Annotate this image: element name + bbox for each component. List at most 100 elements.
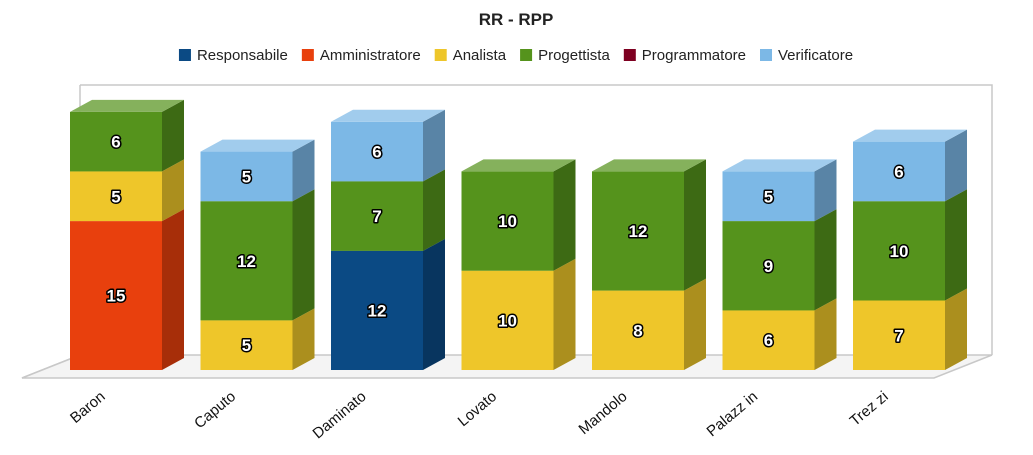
bar-palazz-in-analista-front [722, 310, 815, 370]
data-label-mandolo-analista: 8 [633, 321, 642, 340]
bar-mandolo-progettista [592, 159, 706, 291]
bar-baron-amministratore-side [162, 209, 184, 370]
bar-baron-progettista-side [162, 99, 184, 172]
bar-caputo-progettista [200, 189, 315, 321]
x-tick-caputo: Caputo [191, 388, 239, 432]
bar-daminato-responsabile-front [331, 250, 423, 370]
bar-trez-zi-analista-side [945, 288, 967, 370]
legend-entry-amministratore: Amministratore [320, 47, 421, 64]
legend-entry-analista: Analista [453, 47, 507, 64]
legend-swatch-responsabile [178, 49, 191, 61]
bar-daminato-progettista-side [423, 169, 445, 251]
bar-caputo-verificatore-side [292, 139, 315, 202]
data-label-mandolo-progettista: 12 [629, 222, 648, 241]
data-label-palazz-in-verificatore: 5 [764, 187, 773, 206]
legend-swatch-programmatore [623, 49, 636, 61]
bar-mandolo-analista [592, 278, 706, 370]
bar-baron-amministratore-front [70, 221, 162, 370]
data-label-trez-zi-analista: 7 [894, 326, 903, 345]
data-label-caputo-analista: 5 [242, 336, 251, 355]
bar-palazz-in-progettista [722, 209, 837, 311]
bar-caputo-progettista-front [200, 201, 293, 321]
bar-baron-progettista [70, 99, 184, 172]
legend-entry-responsabile: Responsabile [197, 47, 288, 64]
bar-trez-zi-verificatore-front [853, 141, 945, 202]
data-label-palazz-in-progettista: 9 [764, 257, 773, 276]
bar-palazz-in-progettista-front [722, 221, 815, 311]
bar-mandolo-progettista-side [684, 159, 706, 291]
bar-lovato-progettista [461, 159, 576, 271]
data-label-daminato-progettista: 7 [372, 207, 381, 226]
bar-palazz-in-verificatore-side [814, 159, 837, 222]
data-labels: 15 5 6 5 12 5 12 7 6 10 10 8 12 6 9 5 7 10 6 [105, 131, 910, 357]
bar-mandolo-analista-side [684, 278, 706, 370]
bars [70, 99, 967, 370]
bar-lovato-progettista-front [461, 171, 554, 271]
bar-lovato-progettista-side [553, 159, 576, 271]
bar-trez-zi-verificatore-side [945, 129, 967, 202]
chart-title: RR - RPP [479, 10, 554, 29]
bar-daminato-verificatore [331, 109, 445, 182]
bar-mandolo-progettista-top [592, 159, 706, 172]
legend-entry-progettista: Progettista [538, 47, 610, 64]
bar-trez-zi-progettista-side [945, 189, 967, 301]
legend-swatch-progettista [520, 49, 533, 61]
bar-caputo-analista-front [200, 320, 293, 370]
bar-daminato-verificatore-top [331, 109, 445, 122]
bar-caputo-verificatore [200, 139, 315, 202]
bar-daminato-verificatore-side [423, 109, 445, 182]
data-label-palazz-in-analista: 6 [764, 331, 773, 350]
bar-baron-amministratore [70, 209, 184, 370]
bar-trez-zi-progettista-front [853, 201, 945, 301]
data-label-baron-progettista: 6 [111, 133, 120, 152]
data-label-trez-zi-progettista: 10 [890, 242, 909, 261]
bar-lovato-analista [461, 258, 576, 370]
data-label-trez-zi-verificatore: 6 [894, 162, 903, 181]
data-label-caputo-verificatore: 5 [242, 167, 251, 186]
x-tick-lovato: Lovato [455, 388, 500, 430]
bar-baron-progettista-front [70, 111, 162, 172]
legend-entry-verificatore: Verificatore [778, 47, 853, 64]
x-tick-daminato: Daminato [309, 388, 369, 442]
bar-baron-analista-side [162, 159, 184, 222]
bar-caputo-verificatore-top [200, 139, 315, 152]
bar-daminato-responsabile-side [423, 238, 445, 370]
x-tick-trez-zi: Trez zi [847, 388, 892, 430]
bar-daminato-progettista [331, 169, 445, 251]
data-label-baron-amministratore: 15 [107, 287, 126, 306]
bar-trez-zi-progettista [853, 189, 967, 301]
bar-daminato-progettista-front [331, 181, 423, 251]
bar-mandolo-progettista-front [592, 171, 684, 291]
bar-palazz-in-analista-side [814, 298, 837, 370]
x-tick-baron: Baron [67, 388, 109, 427]
legend-swatch-verificatore [760, 49, 773, 61]
bar-trez-zi-analista [853, 288, 967, 370]
x-tick-mandolo: Mandolo [576, 388, 631, 438]
legend: Responsabile Amministratore Analista Proget… [178, 47, 853, 64]
legend-swatch-analista [434, 49, 447, 61]
data-label-baron-analista: 5 [111, 187, 120, 206]
bar-trez-zi-verificatore-top [853, 129, 967, 142]
bar-palazz-in-verificatore-top [722, 159, 837, 172]
data-label-daminato-verificatore: 6 [372, 143, 381, 162]
bar-caputo-progettista-side [292, 189, 315, 321]
x-tick-palazz-in: Palazz in [704, 388, 762, 440]
data-label-daminato-responsabile: 12 [368, 301, 387, 320]
bar-lovato-analista-front [461, 270, 554, 370]
bar-baron-progettista-top [70, 99, 184, 112]
bar-caputo-analista-side [292, 308, 315, 370]
data-label-lovato-analista: 10 [498, 311, 517, 330]
bar-mandolo-analista-front [592, 290, 684, 370]
legend-swatch-amministratore [301, 49, 314, 61]
bar-palazz-in-progettista-side [814, 209, 837, 311]
bar-trez-zi-analista-front [853, 300, 945, 370]
bar-trez-zi-verificatore [853, 129, 967, 202]
bar-palazz-in-verificatore [722, 159, 837, 222]
bar-palazz-in-verificatore-front [722, 171, 815, 222]
bar-caputo-verificatore-front [200, 151, 293, 202]
bar-lovato-progettista-top [461, 159, 576, 172]
bar-baron-analista [70, 159, 184, 222]
data-label-lovato-progettista: 10 [498, 212, 517, 231]
data-label-caputo-progettista: 12 [237, 252, 256, 271]
